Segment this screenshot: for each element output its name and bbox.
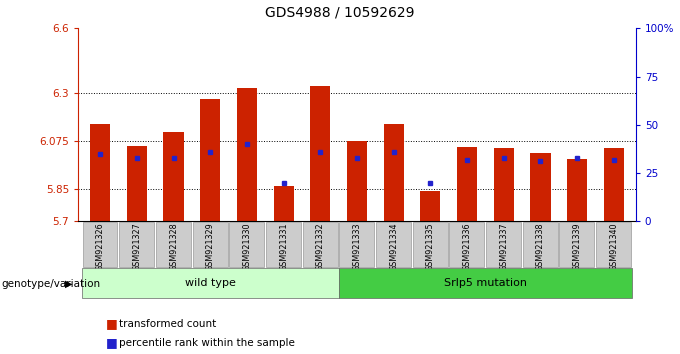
Text: GSM921329: GSM921329 (206, 223, 215, 272)
Text: GSM921340: GSM921340 (609, 223, 618, 271)
FancyBboxPatch shape (266, 222, 301, 267)
Text: percentile rank within the sample: percentile rank within the sample (119, 338, 295, 348)
FancyBboxPatch shape (339, 268, 632, 298)
Text: ■: ■ (105, 336, 117, 349)
FancyBboxPatch shape (560, 222, 594, 267)
Text: GDS4988 / 10592629: GDS4988 / 10592629 (265, 5, 415, 19)
Bar (604, 148, 624, 221)
FancyBboxPatch shape (486, 222, 521, 267)
Text: GSM921331: GSM921331 (279, 223, 288, 271)
Bar (126, 146, 147, 221)
Text: wild type: wild type (185, 278, 236, 288)
Text: GSM921328: GSM921328 (169, 223, 178, 271)
FancyBboxPatch shape (229, 222, 265, 267)
Text: GSM921330: GSM921330 (243, 223, 252, 271)
Bar (273, 186, 294, 221)
Text: GSM921326: GSM921326 (96, 223, 105, 271)
Bar (237, 88, 257, 221)
Bar (494, 148, 514, 221)
Text: GSM921337: GSM921337 (499, 223, 508, 271)
Text: genotype/variation: genotype/variation (1, 279, 101, 289)
Text: GSM921336: GSM921336 (462, 223, 471, 271)
FancyBboxPatch shape (339, 222, 374, 267)
FancyBboxPatch shape (413, 222, 447, 267)
Bar (163, 132, 184, 221)
Text: ▶: ▶ (65, 279, 73, 289)
FancyBboxPatch shape (376, 222, 411, 267)
Text: GSM921333: GSM921333 (352, 223, 362, 271)
Bar (530, 153, 551, 221)
Text: GSM921338: GSM921338 (536, 223, 545, 271)
Text: GSM921327: GSM921327 (133, 223, 141, 272)
FancyBboxPatch shape (119, 222, 154, 267)
Bar (200, 99, 220, 221)
FancyBboxPatch shape (192, 222, 228, 267)
FancyBboxPatch shape (156, 222, 191, 267)
Bar (457, 147, 477, 221)
Bar (420, 191, 441, 221)
Text: GSM921339: GSM921339 (573, 223, 581, 271)
Bar (384, 124, 404, 221)
Bar (347, 141, 367, 221)
Text: Srlp5 mutation: Srlp5 mutation (444, 278, 527, 288)
FancyBboxPatch shape (596, 222, 631, 267)
FancyBboxPatch shape (303, 222, 337, 267)
Text: GSM921332: GSM921332 (316, 223, 325, 271)
Bar (567, 159, 588, 221)
Bar (310, 86, 330, 221)
Bar (90, 124, 110, 221)
FancyBboxPatch shape (449, 222, 484, 267)
FancyBboxPatch shape (82, 222, 118, 267)
Text: GSM921335: GSM921335 (426, 223, 435, 271)
FancyBboxPatch shape (523, 222, 558, 267)
FancyBboxPatch shape (82, 268, 339, 298)
Text: transformed count: transformed count (119, 319, 216, 329)
Text: ■: ■ (105, 318, 117, 330)
Text: GSM921334: GSM921334 (389, 223, 398, 271)
